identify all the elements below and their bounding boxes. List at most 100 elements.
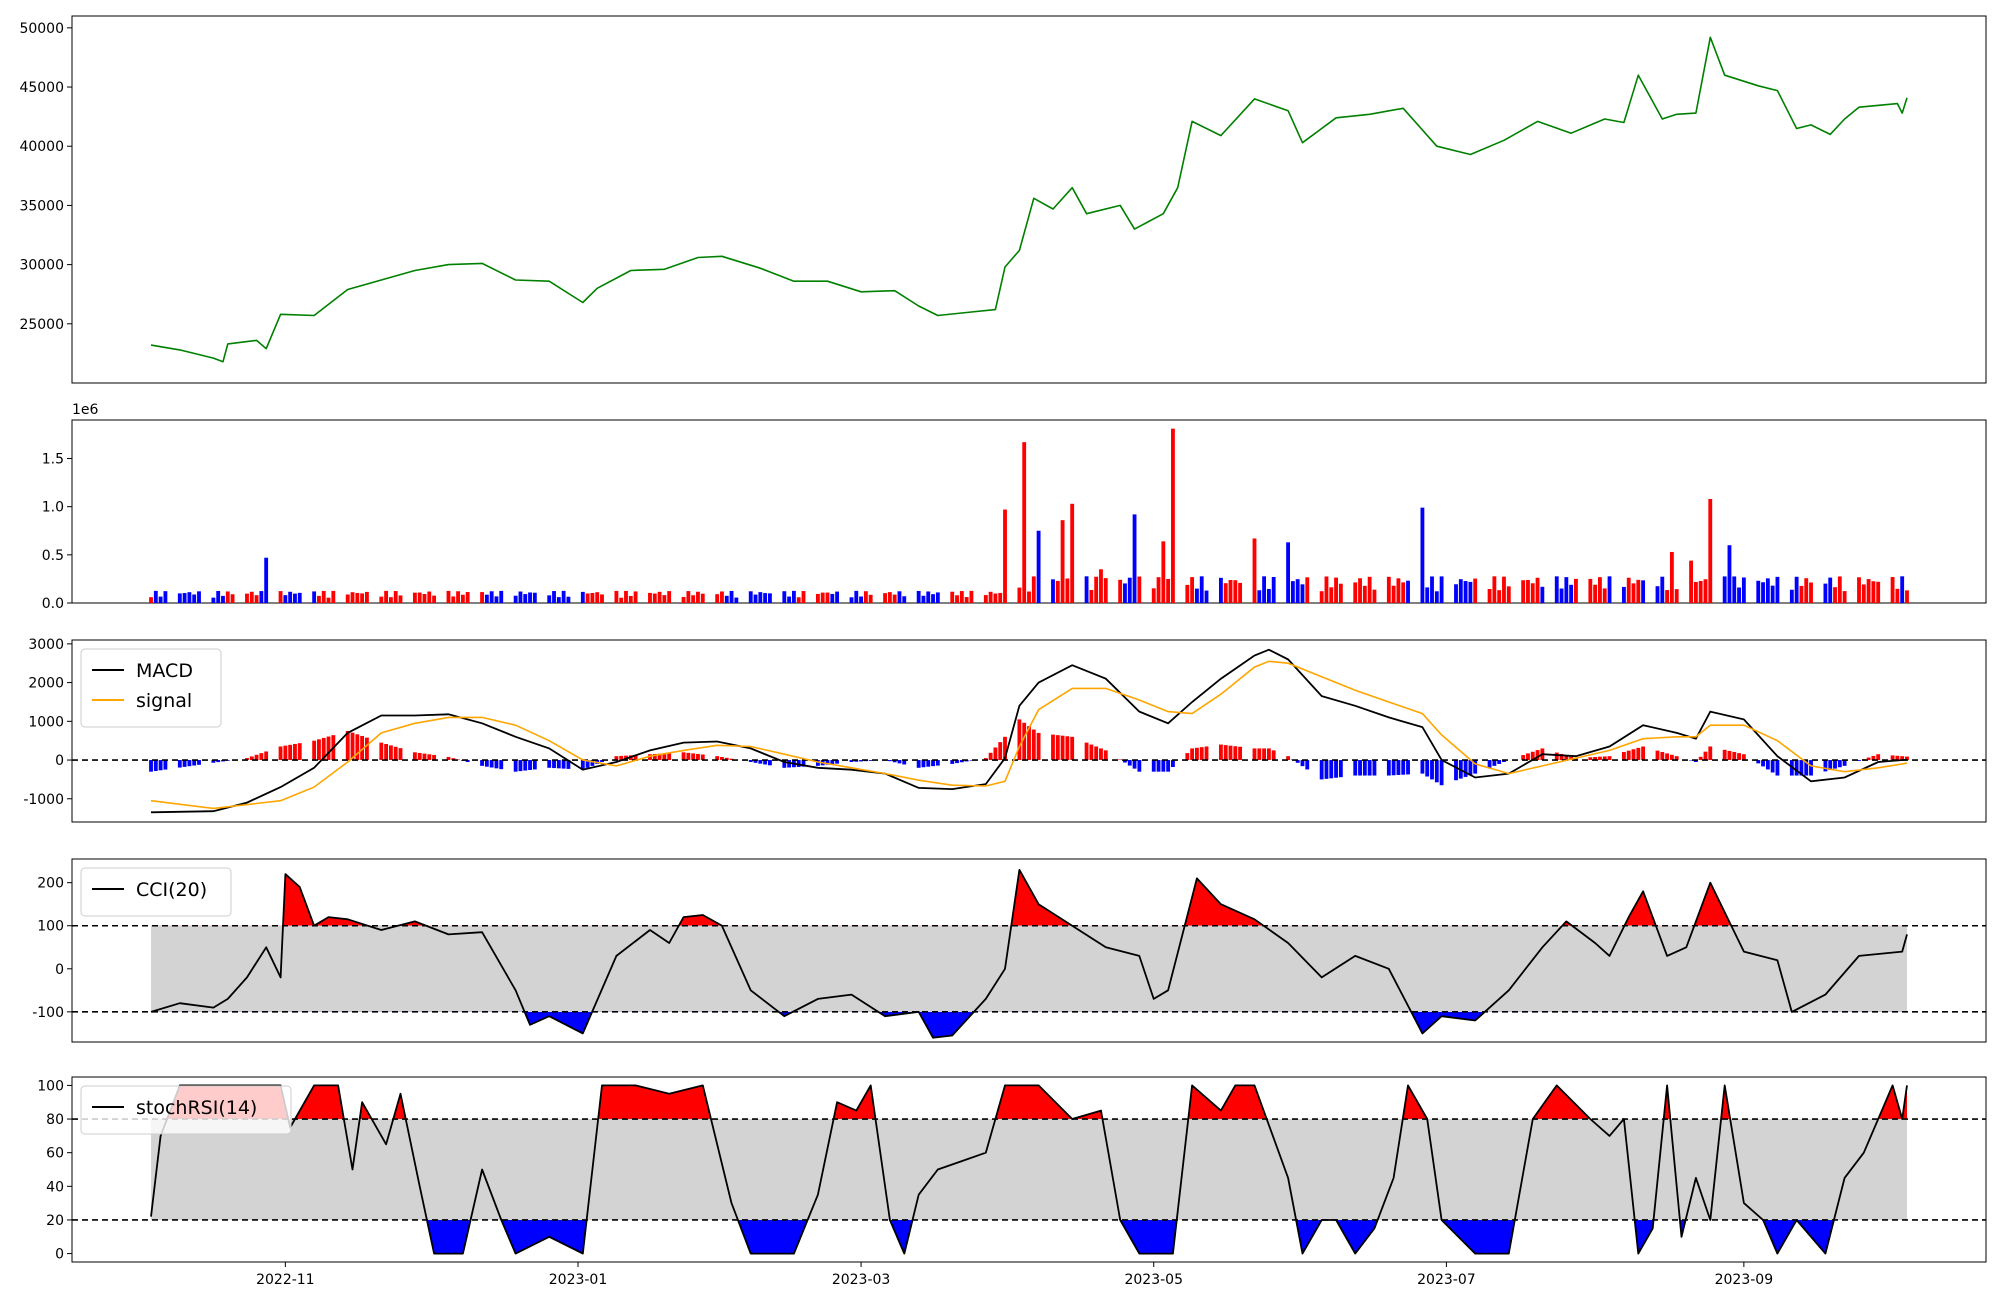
macd-histogram-bar [1732,752,1737,761]
macd-histogram-bar [1396,760,1401,775]
volume-bar [177,593,182,603]
volume-bar [1905,590,1909,603]
volume-bar [1636,579,1641,603]
volume-bar [1123,583,1127,603]
volume-bar [1602,588,1607,603]
volume-bar [288,591,293,603]
volume-bar [1334,577,1338,603]
x-tick-label: 2023-07 [1417,1272,1476,1288]
legend-label-stochrsi: stochRSI(14) [136,1097,257,1119]
volume-bar [1218,577,1223,603]
macd-histogram-bar [801,760,806,767]
volume-bar [969,590,974,603]
y-tick-label-cci: 0 [55,962,64,978]
volume-bar [1833,587,1837,603]
volume-bar [561,590,566,603]
volume-bar [729,590,734,603]
volume-bar [1588,578,1593,603]
macd-histogram-bar [552,760,556,769]
macd-histogram-bar [1151,760,1156,772]
macd-histogram-bar [1022,722,1027,761]
volume-bar [1195,588,1199,603]
volume-bar [489,591,494,603]
macd-histogram-bar [1132,760,1137,769]
macd-histogram-bar [1406,760,1410,775]
volume-bar [590,592,595,603]
legend-stochrsi [80,1085,292,1135]
macd-histogram-bar [892,760,897,763]
macd-histogram-bar [1497,760,1502,764]
y-tick-label-stochrsi: 0 [55,1247,64,1263]
macd-histogram-bar [293,744,297,761]
macd-histogram-bar [1118,759,1123,761]
volume-bar [1837,576,1842,603]
volume-bar [1161,541,1166,603]
macd-histogram-bar [926,760,931,767]
volume-bar [1094,576,1099,603]
macd-histogram-bar [1171,760,1175,768]
volume-bar [1118,579,1123,603]
y-tick-label-macd: 0 [55,753,64,769]
macd-histogram-bar [1809,760,1813,776]
volume-bar [552,591,556,603]
macd-histogram-bar [1655,750,1660,761]
macd-histogram-bar [1166,760,1171,772]
volume-bar [720,591,724,603]
macd-histogram-bar [935,760,940,766]
volume-bar [921,595,926,603]
volume-bar [1084,576,1089,603]
volume-bar [1823,583,1828,603]
volume-bar [787,596,792,603]
price-line [150,36,1908,363]
volume-bar [1338,583,1343,603]
macd-histogram-bar [1621,752,1626,761]
macd-histogram-bar [456,759,460,761]
y-tick-label-price: 35000 [19,198,64,214]
macd-histogram-bar [355,734,360,761]
macd-histogram-bar [902,760,907,765]
macd-histogram-bar [1036,732,1041,761]
volume-bar [1535,577,1540,603]
macd-histogram-bar [959,760,964,763]
volume-bar [1895,588,1900,603]
y-tick-label-volume: 0.0 [42,596,64,612]
macd-histogram-bar [446,756,451,761]
volume-bar [1319,591,1324,603]
macd-histogram-bar [451,758,456,761]
volume-bar [657,591,662,603]
signal-line [150,660,1908,810]
macd-histogram-bar [216,760,221,763]
cci-oversold-fill [151,1011,1907,1038]
volume-bar [1425,587,1430,603]
macd-histogram-bar [1334,760,1338,778]
volume-bar [1789,589,1794,603]
macd-histogram-bar [249,756,254,761]
macd-histogram-bar [1526,753,1530,761]
volume-bar [916,590,921,603]
volume-bar [1660,576,1665,603]
macd-histogram-bar [1535,750,1540,761]
volume-bar [211,597,216,603]
volume-bar [1506,586,1511,603]
volume-bar [835,591,840,603]
macd-histogram-bar [1031,729,1036,761]
macd-histogram-bar [484,760,489,767]
volume-bar [1698,580,1703,603]
legend-label-macd: signal [136,690,192,712]
volume-bar [1737,587,1741,603]
y-tick-label-stochrsi: 80 [46,1112,64,1128]
volume-bar [1569,584,1574,603]
volume-bar [993,593,998,603]
volume-bar [494,596,499,603]
macd-histogram-bar [211,760,216,763]
volume-bar [1406,580,1410,603]
macd-histogram-bar [796,760,801,767]
volume-bar [1593,584,1598,603]
macd-histogram-bar [1070,736,1075,761]
macd-histogram-bar [1185,753,1190,761]
volume-bar [1765,578,1770,603]
volume-bar [1674,589,1679,603]
macd-histogram-bar [916,760,921,768]
macd-histogram-bar [590,760,595,766]
y-tick-label-macd: 1000 [28,714,64,730]
